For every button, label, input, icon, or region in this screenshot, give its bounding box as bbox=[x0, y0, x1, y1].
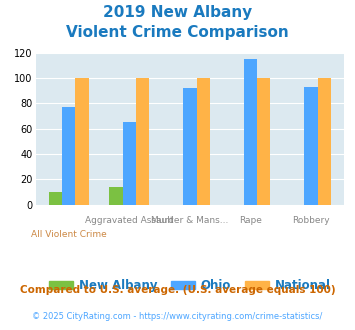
Bar bbox=[136, 78, 149, 205]
Bar bbox=[257, 78, 271, 205]
Bar bbox=[244, 59, 257, 205]
Bar bbox=[304, 87, 318, 205]
Text: 2019 New Albany: 2019 New Albany bbox=[103, 5, 252, 20]
Bar bbox=[49, 192, 62, 205]
Bar bbox=[318, 78, 331, 205]
Bar bbox=[62, 107, 76, 205]
Text: Robbery: Robbery bbox=[292, 216, 330, 225]
Bar bbox=[197, 78, 210, 205]
Text: Violent Crime Comparison: Violent Crime Comparison bbox=[66, 25, 289, 40]
Text: © 2025 CityRating.com - https://www.cityrating.com/crime-statistics/: © 2025 CityRating.com - https://www.city… bbox=[32, 312, 323, 321]
Bar bbox=[183, 88, 197, 205]
Text: Murder & Mans...: Murder & Mans... bbox=[151, 216, 229, 225]
Text: Compared to U.S. average. (U.S. average equals 100): Compared to U.S. average. (U.S. average … bbox=[20, 285, 335, 295]
Text: Rape: Rape bbox=[239, 216, 262, 225]
Text: Aggravated Assault: Aggravated Assault bbox=[85, 216, 174, 225]
Bar bbox=[123, 122, 136, 205]
Legend: New Albany, Ohio, National: New Albany, Ohio, National bbox=[44, 274, 335, 297]
Text: All Violent Crime: All Violent Crime bbox=[31, 230, 107, 239]
Bar bbox=[76, 78, 89, 205]
Bar bbox=[109, 187, 123, 205]
